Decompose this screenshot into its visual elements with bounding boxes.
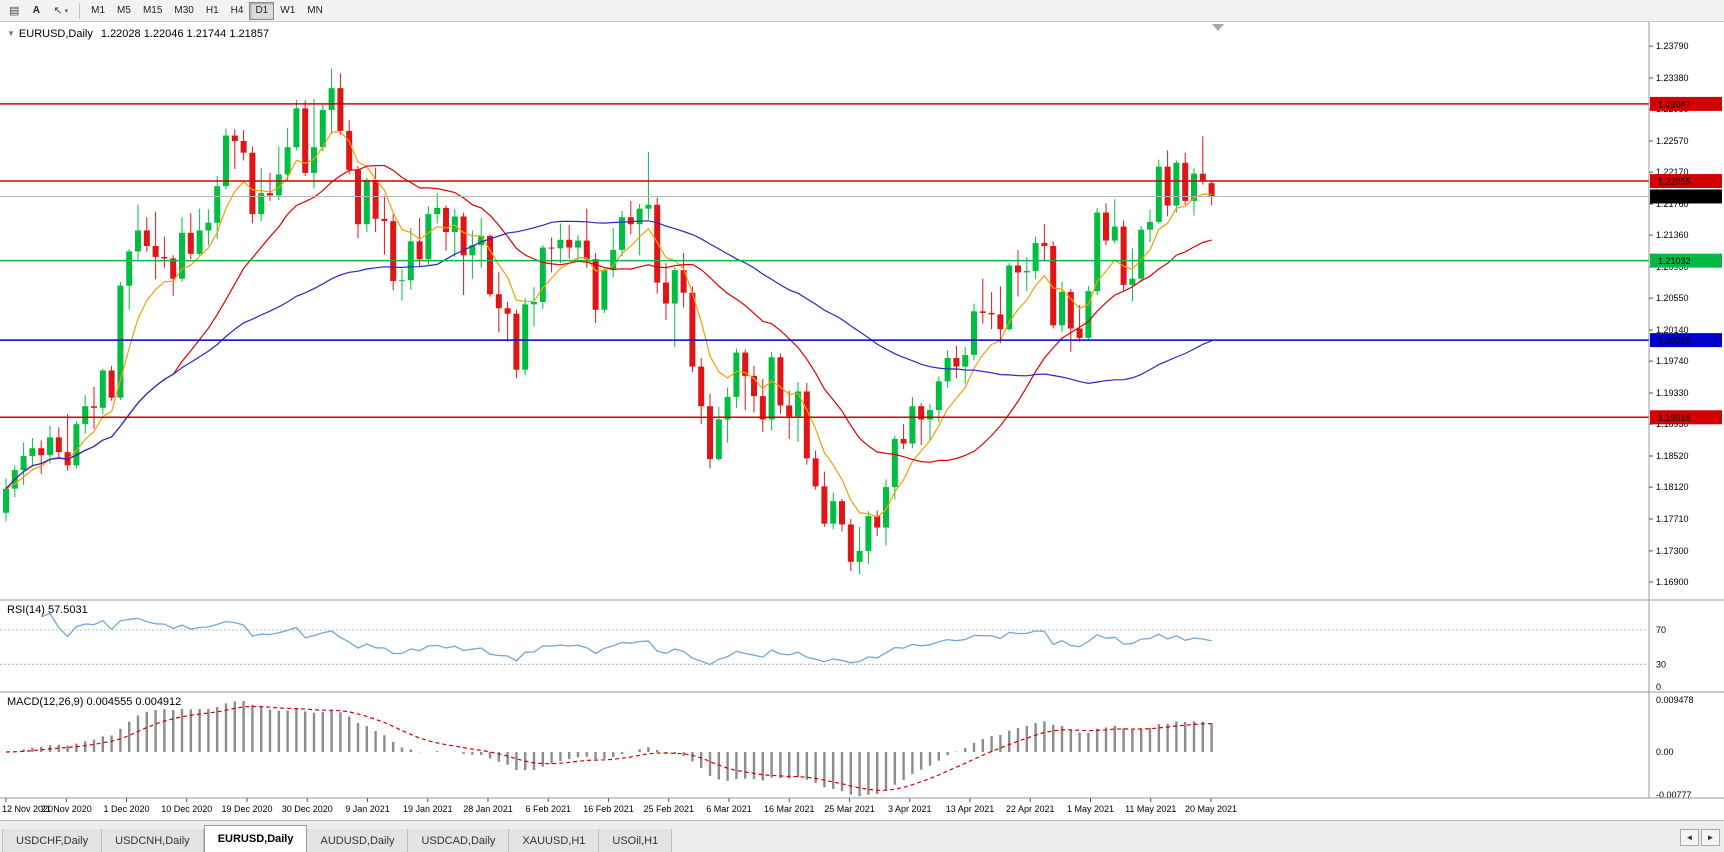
price-level-label: 1.20010 [1650,333,1722,348]
svg-text:22 Apr 2021: 22 Apr 2021 [1006,804,1055,814]
rsi-panel [0,612,1649,666]
cursor-tool-button[interactable]: ↖ ▾ [47,2,74,20]
svg-text:6 Mar 2021: 6 Mar 2021 [706,804,752,814]
tabs-scroll-left-button[interactable]: ◄ [1680,829,1699,846]
svg-text:11 May 2021: 11 May 2021 [1125,804,1176,814]
svg-text:1.19330: 1.19330 [1656,388,1689,398]
svg-text:-0.00777: -0.00777 [1656,790,1692,800]
timeframe-button-d1[interactable]: D1 [249,1,275,20]
svg-text:1.20550: 1.20550 [1656,293,1689,303]
chart-tab-audusd[interactable]: AUDUSD,Daily [307,829,409,852]
tabs-scroll-right-button[interactable]: ► [1701,829,1720,846]
chart-tab-usdcad[interactable]: USDCAD,Daily [408,829,510,852]
svg-text:1.22170: 1.22170 [1656,167,1689,177]
svg-text:9 Jan 2021: 9 Jan 2021 [345,804,390,814]
chart-canvas[interactable]: 70 30 0 0.009478 0.00 -0.00777 1.23790 1.23380 1… [0,22,1724,820]
price-level-label: 1.19018 [1650,410,1722,425]
svg-text:1.20140: 1.20140 [1656,325,1689,335]
svg-text:28 Jan 2021: 28 Jan 2021 [463,804,513,814]
timeframe-button-mn[interactable]: MN [301,2,329,20]
svg-text:1 May 2021: 1 May 2021 [1067,804,1114,814]
chart-tab-xauusd[interactable]: XAUUSD,H1 [509,829,600,852]
svg-text:25 Mar 2021: 25 Mar 2021 [824,804,875,814]
svg-text:1.17710: 1.17710 [1656,514,1689,524]
svg-text:1.21360: 1.21360 [1656,230,1689,240]
svg-text:19 Dec 2020: 19 Dec 2020 [221,804,272,814]
svg-text:19 Jan 2021: 19 Jan 2021 [403,804,453,814]
svg-text:30: 30 [1656,659,1666,669]
svg-text:30 Dec 2020: 30 Dec 2020 [282,804,333,814]
svg-text:6 Feb 2021: 6 Feb 2021 [525,804,571,814]
timeframe-button-m15[interactable]: M15 [137,2,168,20]
chart-tab-eurusd[interactable]: EURUSD,Daily [203,825,308,852]
text-tool-button[interactable]: A [25,2,47,20]
svg-text:0.009478: 0.009478 [1656,695,1694,705]
svg-text:20 May 2021: 20 May 2021 [1185,804,1237,814]
svg-text:16 Feb 2021: 16 Feb 2021 [583,804,634,814]
timeframe-button-row: M1 M5 M15 M30 H1 H4 D1 W1 MN [85,1,329,20]
svg-text:13 Apr 2021: 13 Apr 2021 [946,804,995,814]
timeframe-button-m1[interactable]: M1 [85,2,111,20]
svg-text:1.18520: 1.18520 [1656,451,1689,461]
svg-text:12 Nov 2020: 12 Nov 2020 [2,804,53,814]
svg-text:10 Dec 2020: 10 Dec 2020 [161,804,212,814]
svg-text:1.18120: 1.18120 [1656,482,1689,492]
price-level-label: 1.23047 [1650,96,1722,111]
svg-text:1.19740: 1.19740 [1656,356,1689,366]
svg-text:1.21760: 1.21760 [1656,199,1689,209]
svg-text:1.21032: 1.21032 [1658,256,1691,266]
svg-text:1.23047: 1.23047 [1658,99,1691,109]
svg-text:1.21857: 1.21857 [1658,192,1691,202]
chart-list-button[interactable]: ▤ [3,2,25,20]
chart-tab-usoil[interactable]: USOil,H1 [599,829,673,852]
cursor-icon: ↖ [53,5,63,17]
svg-text:1.23790: 1.23790 [1656,41,1689,51]
svg-text:21 Nov 2020: 21 Nov 2020 [41,804,92,814]
tab-scroll-buttons: ◄ ► [1676,829,1724,852]
price-level-label: 1.21032 [1650,253,1722,268]
svg-text:1.20010: 1.20010 [1658,336,1691,346]
chart-tab-usdchf[interactable]: USDCHF,Daily [2,829,103,852]
svg-text:1.22055: 1.22055 [1658,177,1691,187]
price-level-label: 1.21857 [1650,189,1722,204]
chart-tabs: USDCHF,Daily USDCNH,Daily EURUSD,Daily AUDU… [0,821,673,852]
chart-shift-marker [1212,24,1224,31]
toolbar-separator [79,2,81,19]
macd-panel [5,700,1213,797]
chart-list-icon: ▤ [9,5,20,17]
chart-tab-bar: USDCHF,Daily USDCNH,Daily EURUSD,Daily AUDU… [0,820,1724,852]
main-price-panel [0,68,1649,575]
chart-area: 70 30 0 0.009478 0.00 -0.00777 1.23790 1.23380 1… [0,22,1724,820]
svg-text:1.23380: 1.23380 [1656,73,1689,83]
svg-text:1.22570: 1.22570 [1656,136,1689,146]
svg-text:1.17300: 1.17300 [1656,546,1689,556]
price-level-label: 1.22055 [1650,174,1722,189]
text-tool-icon: A [32,5,41,16]
svg-text:1.19018: 1.19018 [1658,413,1691,423]
timeframe-button-h4[interactable]: H4 [225,2,250,20]
svg-text:3 Apr 2021: 3 Apr 2021 [888,804,932,814]
svg-text:25 Feb 2021: 25 Feb 2021 [643,804,694,814]
svg-text:16 Mar 2021: 16 Mar 2021 [764,804,815,814]
top-toolbar: ▤ A ↖ ▾ M1 M5 M15 M30 H1 H4 D1 W1 MN [0,0,1724,22]
timeframe-button-m5[interactable]: M5 [111,2,137,20]
svg-text:70: 70 [1656,625,1666,635]
timeframe-button-w1[interactable]: W1 [274,2,301,20]
chart-tab-usdcnh[interactable]: USDCNH,Daily [102,829,204,852]
timeframe-button-h1[interactable]: H1 [200,2,225,20]
svg-text:1.16900: 1.16900 [1656,577,1689,587]
svg-text:0: 0 [1656,682,1661,692]
svg-text:1 Dec 2020: 1 Dec 2020 [103,804,149,814]
chevron-down-icon: ▾ [64,7,69,15]
svg-text:0.00: 0.00 [1656,747,1674,757]
timeframe-button-m30[interactable]: M30 [168,2,199,20]
